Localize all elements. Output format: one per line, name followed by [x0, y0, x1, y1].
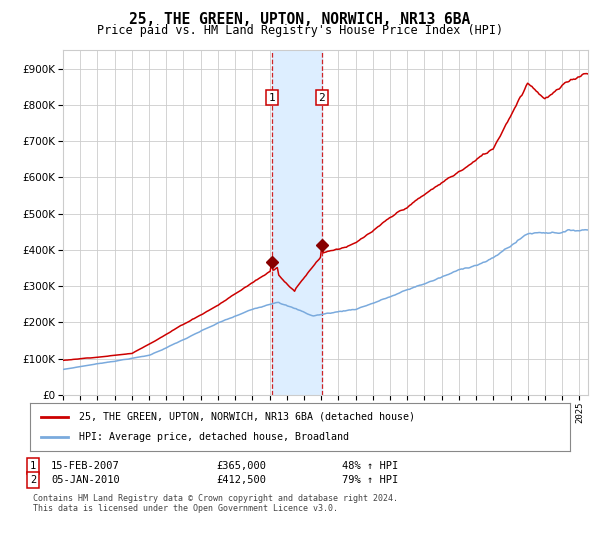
Text: 1: 1 — [268, 92, 275, 102]
Text: 79% ↑ HPI: 79% ↑ HPI — [342, 475, 398, 485]
Text: 2: 2 — [30, 475, 36, 485]
Text: 25, THE GREEN, UPTON, NORWICH, NR13 6BA: 25, THE GREEN, UPTON, NORWICH, NR13 6BA — [130, 12, 470, 27]
Text: £412,500: £412,500 — [216, 475, 266, 485]
Text: Contains HM Land Registry data © Crown copyright and database right 2024.
This d: Contains HM Land Registry data © Crown c… — [33, 494, 398, 514]
Text: 1: 1 — [30, 461, 36, 471]
Text: 48% ↑ HPI: 48% ↑ HPI — [342, 461, 398, 471]
Text: 05-JAN-2010: 05-JAN-2010 — [51, 475, 120, 485]
Text: Price paid vs. HM Land Registry's House Price Index (HPI): Price paid vs. HM Land Registry's House … — [97, 24, 503, 37]
Text: £365,000: £365,000 — [216, 461, 266, 471]
Bar — [272, 50, 322, 395]
Text: 25, THE GREEN, UPTON, NORWICH, NR13 6BA (detached house): 25, THE GREEN, UPTON, NORWICH, NR13 6BA … — [79, 412, 415, 422]
Text: 15-FEB-2007: 15-FEB-2007 — [51, 461, 120, 471]
Text: 2: 2 — [319, 92, 325, 102]
Text: HPI: Average price, detached house, Broadland: HPI: Average price, detached house, Broa… — [79, 432, 349, 442]
